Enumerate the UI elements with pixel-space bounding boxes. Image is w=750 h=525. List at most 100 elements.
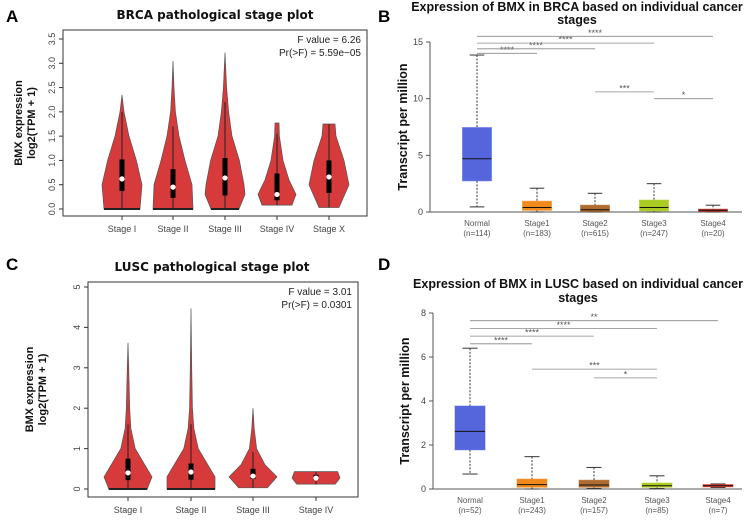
x-tick-label: Stage2 — [582, 219, 608, 228]
y-tick-label: 1 — [72, 446, 82, 451]
stat-annotation: F value = 3.01 — [288, 287, 352, 298]
box — [454, 405, 486, 451]
box — [462, 127, 492, 182]
x-tick-label: Stage II — [157, 224, 188, 234]
x-tick-label: Stage I — [108, 224, 137, 234]
stat-annotation: F value = 6.26 — [297, 35, 361, 46]
x-tick-label: Stage IV — [260, 224, 295, 234]
y-tick-label: 0 — [418, 207, 423, 217]
significance-label: ** — [590, 312, 598, 322]
x-tick-label: Stage III — [236, 505, 270, 515]
median-point — [188, 469, 194, 475]
sample-count: (n=615) — [581, 229, 609, 238]
x-tick-label: Normal — [464, 219, 490, 228]
violin-shape — [103, 342, 153, 490]
y-tick-label: 0 — [72, 486, 82, 491]
median-point — [125, 470, 131, 476]
box — [641, 482, 673, 488]
y-tick-label: 0.5 — [47, 178, 57, 191]
y-tick-label: 8 — [421, 308, 426, 318]
x-tick-label: Stage4 — [705, 496, 731, 505]
sample-count: (n=247) — [640, 229, 668, 238]
x-tick-label: Stage I — [114, 505, 143, 515]
sample-count: (n=243) — [518, 506, 546, 515]
y-tick-label: 2.5 — [47, 81, 57, 94]
sample-count: (n=183) — [523, 229, 551, 238]
median-point — [119, 176, 125, 182]
y-tick-label: 1.0 — [47, 154, 57, 167]
y-tick-label: 3.0 — [47, 57, 57, 70]
median-point — [250, 473, 256, 479]
box — [578, 479, 610, 488]
violin-shape — [228, 408, 278, 489]
y-tick-label: 6 — [421, 352, 426, 362]
y-tick-label: 10 — [413, 94, 423, 104]
y-tick-label: 1.5 — [47, 130, 57, 143]
x-tick-label: Stage IV — [299, 505, 334, 515]
significance-label: **** — [494, 335, 509, 345]
plot-frame — [87, 281, 359, 498]
x-tick-label: Stage2 — [581, 496, 607, 505]
sample-count: (n=20) — [701, 229, 725, 238]
y-axis-label: Transcript per million — [398, 337, 412, 464]
median-point — [326, 174, 332, 180]
y-tick-label: 4 — [72, 325, 82, 330]
significance-label: *** — [619, 83, 630, 93]
sample-count: (n=157) — [580, 506, 608, 515]
violin-panel-c: LUSC pathological stage plot 0 1 2 3 4 5 BMX ex… — [24, 260, 359, 515]
iqr-box — [274, 173, 280, 201]
chart-title: LUSC pathological stage plot — [115, 260, 310, 274]
significance-label: **** — [588, 28, 603, 38]
significance-label: *** — [589, 361, 600, 371]
y-tick-label: 3.5 — [47, 33, 57, 46]
x-tick-label: Stage3 — [641, 219, 667, 228]
y-tick-label: 5 — [418, 150, 423, 160]
y-axis-label: BMX expression — [24, 346, 36, 432]
sample-count: (n=85) — [645, 506, 669, 515]
significance-label: **** — [529, 40, 544, 50]
y-axis-label: Transcript per million — [396, 63, 410, 190]
plot-frame — [62, 29, 368, 217]
y-axis-label: log2(TPM + 1) — [26, 87, 38, 159]
stat-annotation: Pr(>F) = 0.0301 — [281, 300, 352, 311]
y-tick-label: 0.0 — [47, 203, 57, 216]
x-tick-label: Stage II — [175, 505, 206, 515]
significance-label: * — [682, 90, 686, 100]
panel-label-a: A — [6, 7, 18, 26]
y-tick-label: 2.0 — [47, 106, 57, 119]
box — [580, 204, 610, 212]
x-tick-label: Stage X — [313, 224, 345, 234]
iqr-box — [125, 458, 131, 481]
median-point — [170, 184, 176, 190]
significance-label: **** — [500, 45, 515, 55]
sample-count: (n=114) — [463, 229, 491, 238]
y-tick-label: 4 — [421, 396, 426, 406]
x-tick-label: Stage3 — [644, 496, 670, 505]
sample-count: (n=52) — [458, 506, 482, 515]
median-point — [313, 475, 319, 481]
chart-title: stages — [558, 291, 598, 305]
y-tick-label: 3 — [72, 365, 82, 370]
significance-label: * — [624, 369, 628, 379]
median-point — [274, 191, 280, 198]
iqr-box — [170, 169, 176, 198]
y-tick-label: 2 — [421, 440, 426, 450]
chart-title: Expression of BMX in BRCA based on indiv… — [411, 0, 743, 14]
box-panel-b: Expression of BMX in BRCA based on indiv… — [396, 0, 743, 238]
stat-annotation: Pr(>F) = 5.59e−05 — [279, 48, 361, 59]
chart-title: Expression of BMX in LUSC based on indiv… — [413, 277, 743, 291]
significance-label: **** — [558, 35, 573, 45]
x-tick-label: Stage III — [208, 224, 242, 234]
y-tick-label: 2 — [72, 406, 82, 411]
chart-title: stages — [557, 13, 597, 27]
box-panel-d: Expression of BMX in LUSC based on indiv… — [398, 277, 743, 515]
y-tick-label: 5 — [72, 284, 82, 289]
iqr-box — [119, 159, 125, 192]
median-point — [222, 175, 228, 181]
panel-label-c: C — [6, 255, 18, 274]
box — [522, 200, 552, 211]
box — [639, 199, 669, 212]
x-tick-label: Normal — [457, 496, 483, 505]
y-tick-label: 0 — [421, 484, 426, 494]
